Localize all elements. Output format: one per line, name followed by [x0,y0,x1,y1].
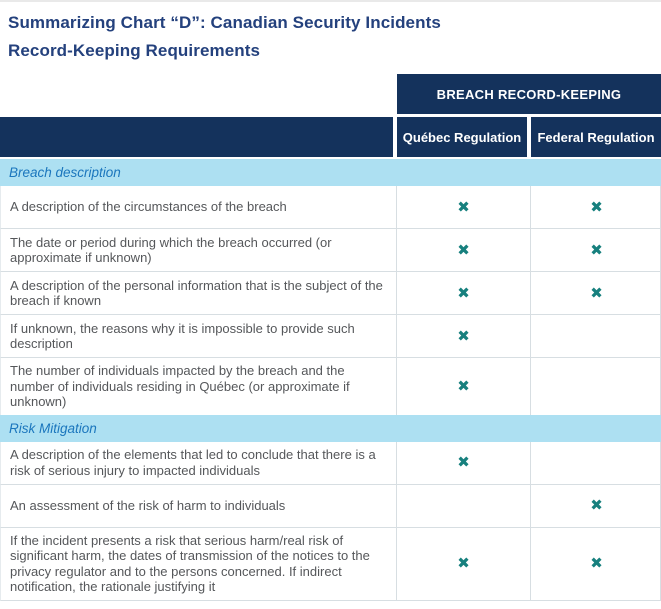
check-x-icon: ✖ [457,555,470,572]
check-x-icon: ✖ [457,377,470,395]
table-banner-row: BREACH RECORD-KEEPING [0,74,661,114]
table-row: A description of the elements that led t… [0,441,661,484]
table-header-row: Québec Regulation Federal Regulation [0,117,661,159]
header-federal-regulation: Federal Regulation [531,117,661,157]
federal-check-cell [530,441,661,484]
table-row: If unknown, the reasons why it is imposs… [0,314,661,357]
header-empty-cell [0,117,393,157]
check-x-icon: ✖ [457,327,470,345]
banner-spacer [0,74,397,114]
quebec-check-cell: ✖ [396,315,530,357]
quebec-check-cell: ✖ [396,186,530,228]
header-gap [527,117,531,157]
check-x-icon: ✖ [590,198,603,216]
check-x-icon: ✖ [590,497,603,514]
federal-check-cell: ✖ [530,527,661,600]
section-header: Risk Mitigation [0,414,661,442]
federal-check-cell: ✖ [530,186,661,228]
check-x-icon: ✖ [457,198,470,216]
quebec-check-cell: ✖ [396,527,530,600]
table-row: The number of individuals impacted by th… [0,357,661,415]
federal-check-cell: ✖ [530,229,661,271]
quebec-check-cell: ✖ [396,358,530,415]
header-quebec-regulation: Québec Regulation [397,117,527,157]
table-row: The date or period during which the brea… [0,228,661,271]
check-x-icon: ✖ [457,454,470,471]
quebec-check-cell: ✖ [396,441,530,484]
table-banner: BREACH RECORD-KEEPING [397,74,661,114]
page-title: Summarizing Chart “D”: Canadian Security… [0,2,661,65]
header-gap [393,117,397,157]
check-x-icon: ✖ [590,284,603,302]
quebec-check-cell [396,484,530,527]
table-row: An assessment of the risk of harm to ind… [0,483,661,527]
table-row: A description of the circumstances of th… [0,186,661,228]
page-title-line-2: Record-Keeping Requirements [8,41,261,60]
check-x-icon: ✖ [457,241,470,259]
requirement-text: If the incident presents a risk that ser… [10,532,370,595]
federal-check-cell: ✖ [530,484,661,527]
quebec-check-cell: ✖ [396,229,530,271]
requirement-text: If unknown, the reasons why it is imposs… [10,320,355,352]
federal-check-cell: ✖ [530,272,661,314]
federal-check-cell [530,315,661,357]
table-row: A description of the personal informatio… [0,271,661,314]
section-header: Breach description [0,159,661,186]
federal-check-cell [530,358,661,415]
check-x-icon: ✖ [590,555,603,572]
page-title-line-1: Summarizing Chart “D”: Canadian Security… [8,13,441,32]
record-keeping-table: BREACH RECORD-KEEPING Québec Regulation … [0,74,661,601]
quebec-check-cell: ✖ [396,272,530,314]
check-x-icon: ✖ [457,284,470,302]
requirement-text: A description of the personal informatio… [10,277,383,309]
requirement-text: An assessment of the risk of harm to ind… [10,497,286,513]
requirement-text: The number of individuals impacted by th… [10,363,350,409]
check-x-icon: ✖ [590,241,603,259]
requirement-text: The date or period during which the brea… [10,234,332,266]
table-body: Breach description A description of the c… [0,159,661,601]
requirement-text: A description of the circumstances of th… [10,199,287,215]
requirement-text: A description of the elements that led t… [10,447,376,478]
table-row: If the incident presents a risk that ser… [0,526,661,601]
